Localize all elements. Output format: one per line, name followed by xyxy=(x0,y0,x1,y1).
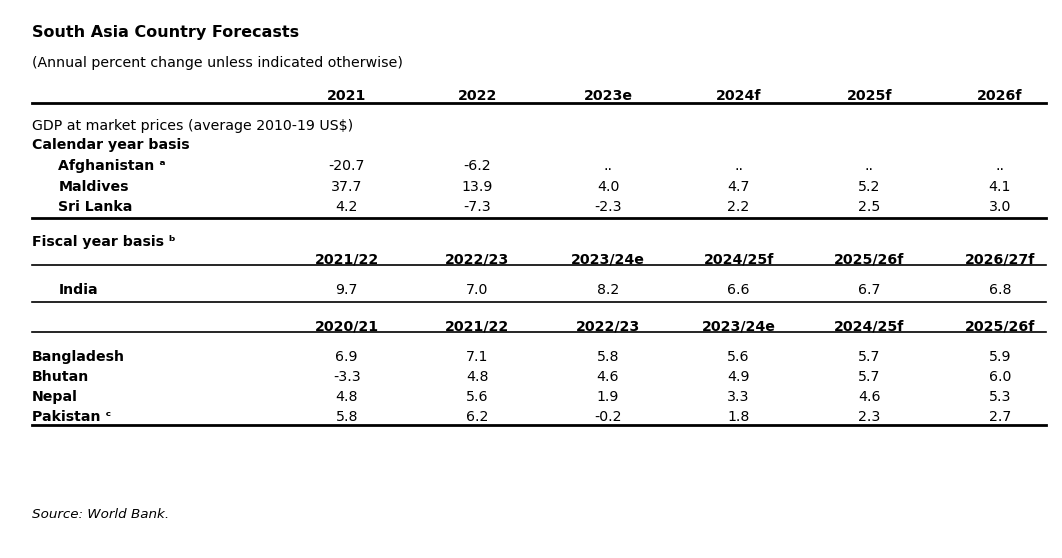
Text: 2026f: 2026f xyxy=(977,89,1023,103)
Text: -7.3: -7.3 xyxy=(463,200,492,214)
Text: 4.7: 4.7 xyxy=(727,180,750,194)
Text: 4.1: 4.1 xyxy=(989,180,1011,194)
Text: 6.7: 6.7 xyxy=(858,283,880,297)
Text: (Annual percent change unless indicated otherwise): (Annual percent change unless indicated … xyxy=(32,56,402,70)
Text: -3.3: -3.3 xyxy=(332,370,361,384)
Text: Calendar year basis: Calendar year basis xyxy=(32,138,189,152)
Text: 37.7: 37.7 xyxy=(331,180,362,194)
Text: Source: World Bank.: Source: World Bank. xyxy=(32,508,169,521)
Text: 2024f: 2024f xyxy=(716,89,761,103)
Text: 2021/22: 2021/22 xyxy=(314,252,379,266)
Text: 2024/25f: 2024/25f xyxy=(834,319,905,333)
Text: 5.8: 5.8 xyxy=(336,410,358,424)
Text: 6.2: 6.2 xyxy=(466,410,489,424)
Text: 2023e: 2023e xyxy=(583,89,633,103)
Text: 2.5: 2.5 xyxy=(858,200,880,214)
Text: 2023/24e: 2023/24e xyxy=(702,319,775,333)
Text: 2021/22: 2021/22 xyxy=(445,319,510,333)
Text: South Asia Country Forecasts: South Asia Country Forecasts xyxy=(32,25,299,40)
Text: 2021: 2021 xyxy=(327,89,366,103)
Text: 8.2: 8.2 xyxy=(597,283,619,297)
Text: Pakistan ᶜ: Pakistan ᶜ xyxy=(32,410,112,424)
Text: Sri Lanka: Sri Lanka xyxy=(58,200,133,214)
Text: 4.6: 4.6 xyxy=(858,390,880,404)
Text: 2.3: 2.3 xyxy=(858,410,880,424)
Text: 4.8: 4.8 xyxy=(466,370,489,384)
Text: -6.2: -6.2 xyxy=(463,159,492,173)
Text: 4.0: 4.0 xyxy=(597,180,619,194)
Text: 2026/27f: 2026/27f xyxy=(964,252,1035,266)
Text: 2.2: 2.2 xyxy=(727,200,750,214)
Text: 2025/26f: 2025/26f xyxy=(834,252,905,266)
Text: Bangladesh: Bangladesh xyxy=(32,350,125,364)
Text: 9.7: 9.7 xyxy=(336,283,358,297)
Text: 5.9: 5.9 xyxy=(989,350,1011,364)
Text: 4.6: 4.6 xyxy=(597,370,619,384)
Text: 7.1: 7.1 xyxy=(466,350,489,364)
Text: 4.2: 4.2 xyxy=(336,200,358,214)
Text: 5.6: 5.6 xyxy=(466,390,489,404)
Text: 5.7: 5.7 xyxy=(858,370,880,384)
Text: 13.9: 13.9 xyxy=(462,180,493,194)
Text: 6.9: 6.9 xyxy=(336,350,358,364)
Text: 1.9: 1.9 xyxy=(597,390,619,404)
Text: 4.9: 4.9 xyxy=(727,370,750,384)
Text: 7.0: 7.0 xyxy=(466,283,489,297)
Text: Maldives: Maldives xyxy=(58,180,129,194)
Text: 6.0: 6.0 xyxy=(989,370,1011,384)
Text: Fiscal year basis ᵇ: Fiscal year basis ᵇ xyxy=(32,235,175,249)
Text: ..: .. xyxy=(864,159,874,173)
Text: 2023/24e: 2023/24e xyxy=(571,252,645,266)
Text: 5.3: 5.3 xyxy=(989,390,1011,404)
Text: 3.3: 3.3 xyxy=(727,390,750,404)
Text: 5.8: 5.8 xyxy=(597,350,619,364)
Text: 2024/25f: 2024/25f xyxy=(703,252,774,266)
Text: 4.8: 4.8 xyxy=(336,390,358,404)
Text: 6.6: 6.6 xyxy=(727,283,750,297)
Text: 1.8: 1.8 xyxy=(727,410,750,424)
Text: 6.8: 6.8 xyxy=(989,283,1011,297)
Text: Bhutan: Bhutan xyxy=(32,370,89,384)
Text: GDP at market prices (average 2010-19 US$): GDP at market prices (average 2010-19 US… xyxy=(32,119,353,133)
Text: 2025f: 2025f xyxy=(846,89,892,103)
Text: ..: .. xyxy=(995,159,1005,173)
Text: 5.6: 5.6 xyxy=(727,350,750,364)
Text: 2022/23: 2022/23 xyxy=(445,252,510,266)
Text: 2022: 2022 xyxy=(458,89,497,103)
Text: India: India xyxy=(58,283,98,297)
Text: Nepal: Nepal xyxy=(32,390,78,404)
Text: ..: .. xyxy=(734,159,743,173)
Text: 2025/26f: 2025/26f xyxy=(964,319,1035,333)
Text: -2.3: -2.3 xyxy=(594,200,622,214)
Text: Afghanistan ᵃ: Afghanistan ᵃ xyxy=(58,159,166,173)
Text: 2.7: 2.7 xyxy=(989,410,1011,424)
Text: -0.2: -0.2 xyxy=(595,410,621,424)
Text: 2020/21: 2020/21 xyxy=(314,319,379,333)
Text: 5.7: 5.7 xyxy=(858,350,880,364)
Text: -20.7: -20.7 xyxy=(328,159,365,173)
Text: ..: .. xyxy=(603,159,613,173)
Text: 2022/23: 2022/23 xyxy=(576,319,640,333)
Text: 3.0: 3.0 xyxy=(989,200,1011,214)
Text: 5.2: 5.2 xyxy=(858,180,880,194)
